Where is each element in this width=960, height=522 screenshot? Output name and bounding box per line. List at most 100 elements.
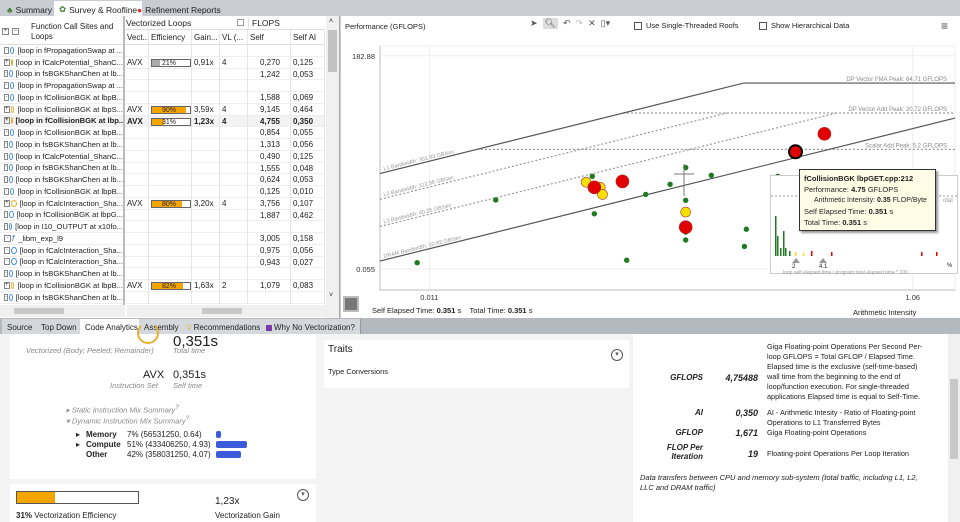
tree-row[interactable]: + [loop in fCollisionBGK at lbpB... <box>0 280 123 292</box>
expand-icon[interactable]: · <box>4 70 8 78</box>
tree-row[interactable]: · f _libm_exp_l9 <box>0 233 123 245</box>
tab-survey-roofline[interactable]: ✿ Survey & Roofline <box>54 1 143 16</box>
grid-row[interactable]: AVX 31% 1,23x 4 4,755 0,350 <box>125 115 325 128</box>
loop-point[interactable] <box>414 260 420 266</box>
expand-icon[interactable]: · <box>4 129 9 137</box>
expand-icon[interactable]: · <box>4 93 9 101</box>
checkbox[interactable] <box>759 21 767 30</box>
expand-icon[interactable]: · <box>4 187 9 195</box>
static-mix-toggle[interactable]: ▸ Static Instruction Mix Summary? <box>66 404 179 415</box>
expand-icon[interactable]: · <box>4 223 8 231</box>
undo-icon[interactable]: ↶ <box>562 18 571 28</box>
tree-row[interactable]: + [loop in fCalcInteraction_Sha... <box>0 198 123 210</box>
expand-icon[interactable]: · <box>4 211 9 219</box>
loop-point[interactable] <box>623 257 630 263</box>
vertical-scrollbar[interactable]: ˄ ˅ <box>326 16 339 318</box>
menu-icon[interactable]: ≡ <box>941 19 949 33</box>
threshold-slider[interactable] <box>792 258 800 263</box>
expand-all-button[interactable]: + <box>2 28 9 35</box>
tree-row[interactable]: · [loop in fsBGKShanChen at lb... <box>0 163 123 175</box>
selected-loop-point[interactable] <box>788 144 804 160</box>
tree-horizontal-scrollbar[interactable] <box>0 305 125 317</box>
tab-recommendations[interactable]: 💡︎ Recommendations <box>181 319 267 334</box>
grid-row[interactable] <box>125 268 325 280</box>
tree-row[interactable]: · [loop in fCollisionBGK at lbpG... <box>0 210 123 222</box>
loop-point[interactable] <box>589 173 595 179</box>
grid-row[interactable] <box>125 291 325 304</box>
column-chooser-icon[interactable] <box>237 19 244 26</box>
expand-traits-button[interactable]: ▾ <box>611 349 623 361</box>
threshold-marker-1[interactable]: 2 <box>792 264 796 270</box>
grid-row[interactable]: AVX 80% 3,20x 4 3,756 0,107 <box>125 197 325 210</box>
export-icon[interactable]: ▯▾ <box>600 18 611 28</box>
loop-point[interactable] <box>643 191 649 198</box>
tree-row[interactable]: · [loop in fCollisionBGK at lbpB... <box>0 92 123 104</box>
tree-row[interactable]: · [loop in fsBGKShanChen at lb... <box>0 69 123 81</box>
grid-row[interactable]: 0,854 0,055 <box>125 127 325 139</box>
loop-point[interactable] <box>597 189 608 200</box>
tab-top-down[interactable]: Top Down <box>36 319 83 334</box>
grid-row[interactable]: 1,313 0,056 <box>125 139 325 151</box>
column-header-0[interactable]: Vect... <box>125 30 149 45</box>
tree-row[interactable]: · [loop in fsBGKShanChen at lb... <box>0 292 123 304</box>
tree-row[interactable]: + [loop in fCalcPotential_ShanC... <box>0 57 123 69</box>
column-header-4[interactable]: Self GFLOPS <box>248 30 291 45</box>
tree-row[interactable]: · [loop in fCalcInteraction_Sha... <box>0 245 123 257</box>
collapse-all-button[interactable]: − <box>12 28 19 35</box>
loop-point[interactable] <box>680 206 691 218</box>
grid-row[interactable]: 0,125 0,010 <box>125 186 325 198</box>
tree-row[interactable]: · [loop in fCalcPotential_ShanC... <box>0 151 123 163</box>
tab-summary[interactable]: ♣ Summary <box>7 4 52 15</box>
loop-point[interactable] <box>591 211 598 217</box>
column-header-2[interactable]: Gain... <box>192 30 220 45</box>
expand-icon[interactable]: + <box>4 281 10 289</box>
group-flops[interactable]: FLOPS <box>248 18 280 28</box>
loop-point[interactable] <box>493 197 499 203</box>
tree-row[interactable]: · [loop in fsBGKShanChen at lb... <box>0 174 123 186</box>
expand-icon[interactable]: + <box>4 117 10 125</box>
grid-row[interactable]: 0,975 0,056 <box>125 244 325 257</box>
column-header-3[interactable]: VL (... <box>220 30 248 45</box>
expand-icon[interactable]: · <box>4 234 11 242</box>
expand-icon[interactable]: · <box>4 164 8 172</box>
mix-row-other[interactable]: Other 42% (358031250, 4.07) <box>76 450 316 460</box>
metrics-scrollbar[interactable] <box>948 334 960 522</box>
grid-row[interactable]: 0,490 0,125 <box>125 150 325 163</box>
pointer-tool-icon[interactable]: ➤ <box>530 18 538 28</box>
loop-point[interactable] <box>743 226 750 232</box>
checkbox[interactable] <box>634 21 642 30</box>
mix-row-memory[interactable]: ▸ Memory 7% (56531250, 0.64) <box>76 430 316 440</box>
grid-row[interactable]: AVX 82% 1,63x 2 1,079 0,083 <box>125 280 325 292</box>
dynamic-mix-toggle[interactable]: ▾ Dynamic Instruction Mix Summary? <box>66 415 190 426</box>
tree-row[interactable]: · [loop in fsBGKShanChen at lb... <box>0 139 123 151</box>
loop-point[interactable] <box>682 237 689 243</box>
legend-toggle-button[interactable] <box>343 296 359 312</box>
expand-icon[interactable]: · <box>4 140 8 148</box>
scroll-thumb[interactable] <box>202 308 242 314</box>
grid-row[interactable]: 0,624 0,053 <box>125 174 325 186</box>
tree-row[interactable]: · [loop in fsBGKShanChen at lb... <box>0 268 123 280</box>
grid-row[interactable] <box>125 221 325 233</box>
tree-row[interactable]: · [loop in fPropagationSwap at ... <box>0 80 123 92</box>
reset-icon[interactable]: ✕ <box>588 18 596 28</box>
expand-card-button[interactable]: ▾ <box>297 489 309 501</box>
expand-icon[interactable]: · <box>4 82 9 90</box>
grid-row[interactable]: 0,943 0,027 <box>125 256 325 269</box>
expand-icon[interactable]: · <box>4 258 10 266</box>
loop-point[interactable] <box>817 127 832 141</box>
grid-row[interactable]: 1,242 0,053 <box>125 68 325 81</box>
tree-row[interactable]: · [loop in I10_OUTPUT at x10fo... <box>0 221 123 233</box>
grid-row[interactable]: 1,555 0,048 <box>125 162 325 175</box>
scroll-thumb[interactable] <box>328 30 337 72</box>
loop-point[interactable] <box>587 180 602 195</box>
grid-horizontal-scrollbar[interactable] <box>127 305 326 317</box>
column-header-5[interactable]: Self AI <box>291 30 325 45</box>
grid-row[interactable]: 3,005 0,158 <box>125 233 325 245</box>
tree-row[interactable]: · [loop in fPropagationSwap at ... <box>0 45 123 57</box>
expand-icon[interactable]: + <box>4 105 10 113</box>
column-header-1[interactable]: Efficiency <box>149 30 192 45</box>
loop-point[interactable] <box>678 220 693 235</box>
tree-row[interactable]: · [loop in fCollisionBGK at lbpB... <box>0 127 123 139</box>
expand-icon[interactable]: · <box>4 270 8 278</box>
expand-icon[interactable]: + <box>4 58 10 66</box>
